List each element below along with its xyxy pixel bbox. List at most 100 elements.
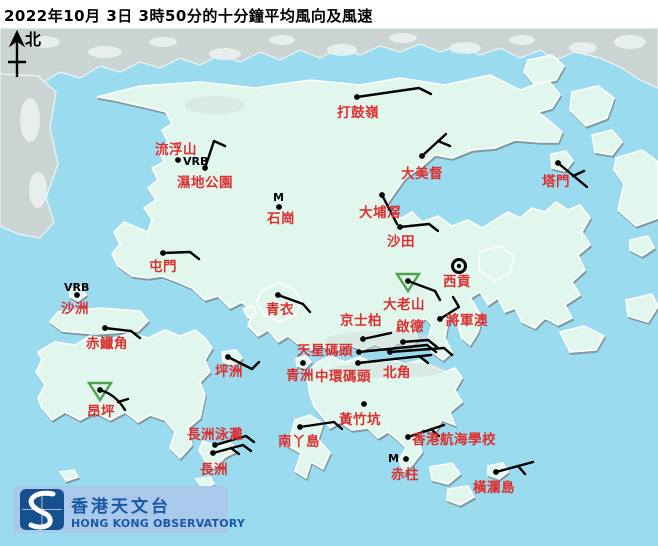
station-cheung-chau-beach: 長洲泳灘: [187, 426, 256, 448]
station-dot-icon: [300, 360, 306, 366]
station-dot-icon: [356, 349, 362, 355]
station-dot-icon: [360, 336, 366, 342]
wind-barb-icon: [226, 355, 261, 371]
station-tap-mun: 塔門: [542, 160, 589, 190]
station-waglan-island: 橫瀾島: [473, 460, 535, 496]
station-flag-stanley: M: [388, 452, 399, 465]
wind-barb-icon: [420, 132, 452, 158]
station-label: 長洲: [200, 462, 228, 478]
station-sai-kung: 西貢: [443, 258, 471, 290]
station-central-pier: 中環碼頭: [315, 353, 433, 385]
land-masses: [35, 54, 658, 506]
station-label: 橫瀾島: [473, 479, 515, 496]
station-label: 北角: [383, 364, 411, 381]
station-label: 南丫島: [278, 433, 320, 450]
hko-logo-banner: 香港天文台 HONG KONG OBSERVATORY: [13, 486, 246, 533]
station-label: 青洲: [286, 367, 314, 384]
logo-title-zh: 香港天文台: [71, 496, 171, 517]
station-label: 啟德: [396, 318, 424, 335]
station-dot-icon: [493, 469, 499, 475]
station-label: 中環碼頭: [315, 368, 371, 385]
station-label: 赤鱲角: [86, 335, 128, 352]
station-chek-lap-kok: 赤鱲角: [86, 325, 142, 352]
station-cheung-chau: 長洲: [200, 443, 253, 478]
station-wetland-park: 濕地公園: [177, 139, 233, 191]
north-label: 北: [25, 30, 41, 49]
wind-barb-icon: [298, 420, 344, 431]
hko-emblem-icon: [20, 489, 64, 530]
station-stanley: M赤柱: [388, 452, 419, 483]
station-dot-icon: [175, 157, 181, 163]
wind-barb-icon: [203, 139, 227, 170]
station-label: 香港航海學校: [411, 431, 496, 448]
station-dot-icon: [354, 94, 360, 100]
station-dot-icon: [419, 153, 425, 159]
station-tseung-kwan-o: 將軍澳: [437, 295, 488, 329]
station-label: 昂坪: [87, 404, 115, 420]
station-label: 天星碼頭: [297, 343, 353, 359]
station-kings-park: 京士柏: [340, 312, 393, 342]
wind-barb-icon: [494, 460, 535, 476]
station-label: 濕地公園: [177, 174, 233, 191]
wind-barb-icon: [356, 353, 433, 365]
wind-barb-icon: [213, 434, 256, 447]
station-north-point: 北角: [383, 346, 454, 381]
station-dot-icon: [74, 292, 80, 298]
station-dot-icon: [210, 450, 216, 456]
station-label: 長洲泳灘: [187, 426, 243, 443]
station-label: 赤柱: [391, 466, 419, 483]
station-dot-icon: [160, 250, 166, 256]
wind-barb-icon: [380, 193, 399, 226]
built-up-tint: [185, 96, 446, 378]
station-lamma-island: 南丫島: [278, 420, 344, 450]
station-label: 大老山: [383, 296, 425, 313]
station-flag-sha-chau: VRB: [64, 281, 89, 294]
station-dot-icon: [297, 424, 303, 430]
station-shek-kong: M 石崗: [266, 191, 295, 227]
station-flag-lau-fau-shan: VRB: [183, 155, 208, 168]
calm-ring-icon: [451, 258, 467, 274]
station-dot-icon: [456, 263, 462, 269]
station-dot-icon: [397, 224, 403, 230]
station-tai-po-kau: 大埔滘: [359, 192, 401, 226]
station-ngong-ping: 昂坪: [86, 381, 130, 420]
wind-barb-icon: [401, 338, 439, 349]
wind-barb-icon: [438, 295, 461, 321]
station-dot-icon: [387, 349, 393, 355]
wind-barb-icon: [406, 423, 446, 439]
station-dot-icon: [405, 434, 411, 440]
logo-title-en: HONG KONG OBSERVATORY: [71, 517, 246, 530]
station-dot-icon: [102, 325, 108, 331]
station-label: 沙田: [387, 234, 415, 250]
station-hk-sea-school: 香港航海學校: [405, 423, 496, 448]
station-dot-icon: [403, 456, 409, 462]
station-peng-chau: 坪洲: [215, 354, 261, 380]
station-dot-icon: [355, 360, 361, 366]
urban-texture: [20, 33, 646, 208]
station-wong-chuk-hang: 黃竹坑: [338, 401, 381, 428]
station-ta-kwu-ling: 打鼓嶺: [337, 86, 433, 121]
station-dot-icon: [97, 387, 103, 393]
station-sha-tin: 沙田: [387, 222, 440, 250]
station-tsing-yi: 青衣: [266, 292, 312, 318]
station-dot-icon: [212, 442, 218, 448]
wind-barb-icon: [398, 222, 440, 233]
station-tates-cairn: 大老山: [383, 272, 442, 313]
wind-barb-icon: [361, 331, 393, 341]
station-dot-icon: [437, 316, 443, 322]
station-tuen-mun: 屯門: [149, 250, 201, 275]
wind-barb-icon: [276, 293, 312, 314]
station-tai-mei-tuk: 大美督: [401, 132, 452, 182]
wind-barb-icon: [406, 279, 442, 302]
station-dot-icon: [275, 292, 281, 298]
station-green-island: 青洲: [286, 360, 314, 384]
wind-barb-icon: [388, 346, 454, 357]
station-dot-icon: [361, 401, 367, 407]
station-dot-icon: [400, 339, 406, 345]
station-dot-icon: [276, 204, 282, 210]
station-label: 京士柏: [340, 312, 382, 329]
station-label: 流浮山: [155, 141, 197, 158]
station-label: 打鼓嶺: [337, 104, 379, 121]
station-label: 大美督: [401, 165, 443, 182]
